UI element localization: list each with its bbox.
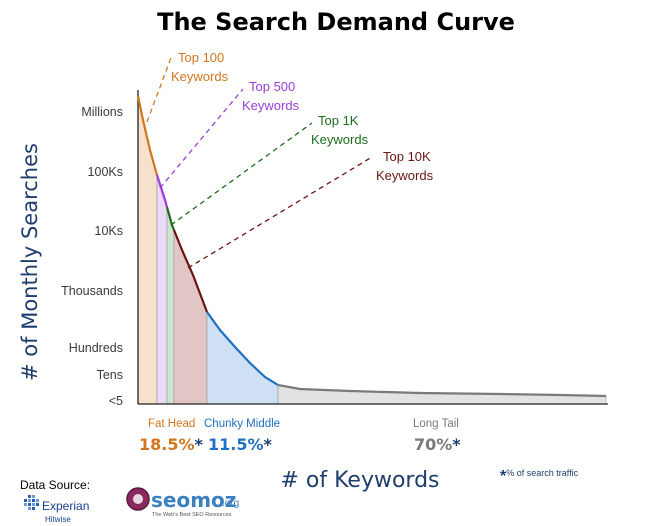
experian-logo-dot bbox=[36, 499, 39, 502]
top-100-label-line2: Keywords bbox=[171, 69, 229, 84]
top-10k-label-line2: Keywords bbox=[376, 168, 434, 183]
seomoz-logo-tagline: The Web's Best SEO Resources bbox=[152, 512, 232, 518]
top-1k-leader bbox=[170, 122, 313, 226]
fat-head-share: 18.5%* bbox=[139, 435, 204, 454]
top-1k-region bbox=[166, 207, 175, 405]
top-500-label-line2: Keywords bbox=[242, 98, 300, 113]
y-tick-label: 100Ks bbox=[88, 165, 123, 179]
y-tick-label: <5 bbox=[109, 394, 123, 408]
experian-logo-dot bbox=[28, 495, 31, 498]
footnote-text: % of search traffic bbox=[506, 468, 579, 478]
top-1k-label-line1: Top 1K bbox=[318, 113, 359, 128]
top-500-leader bbox=[159, 88, 244, 189]
experian-logo-dot bbox=[32, 503, 35, 506]
y-tick-label: 10Ks bbox=[95, 224, 124, 238]
footnote-star: * bbox=[500, 468, 507, 485]
top-10k-region bbox=[173, 229, 208, 405]
y-tick-label: Thousands bbox=[61, 284, 123, 298]
curve-long-tail bbox=[277, 383, 607, 398]
experian-logo-text: Experian bbox=[42, 499, 89, 513]
seomoz-logo-text: seomoz bbox=[151, 488, 236, 512]
hitwise-logo-text: Hitwise bbox=[45, 515, 71, 524]
experian-logo-dot bbox=[32, 495, 35, 498]
experian-logo-dot bbox=[32, 499, 35, 502]
data-source-label: Data Source: bbox=[20, 478, 91, 492]
experian-logo-dot bbox=[36, 503, 39, 506]
y-tick-label: Tens bbox=[97, 368, 123, 382]
chart-title: The Search Demand Curve bbox=[157, 8, 515, 36]
chunky-middle-share: 11.5%* bbox=[208, 435, 273, 454]
long-tail-share: 70%* bbox=[414, 435, 461, 454]
y-tick-label: Millions bbox=[81, 105, 123, 119]
chunky-middle-label: Chunky Middle bbox=[204, 418, 280, 430]
curve-top500 bbox=[155, 174, 169, 208]
experian-logo-dot bbox=[28, 503, 31, 506]
experian-logo-dot bbox=[28, 507, 31, 510]
top-10k-label-line1: Top 10K bbox=[383, 149, 431, 164]
seomoz-logo-suffix: .org bbox=[222, 498, 239, 509]
fat-head-label: Fat Head bbox=[148, 418, 195, 430]
long-tail-label: Long Tail bbox=[413, 418, 459, 430]
curve-top100 bbox=[136, 95, 159, 176]
top-500-label-line1: Top 500 bbox=[249, 79, 295, 94]
top-1k-label-line2: Keywords bbox=[311, 132, 369, 147]
top-10k-leader bbox=[187, 156, 373, 269]
y-tick-label: Hundreds bbox=[69, 341, 123, 355]
footnote: *% of search traffic bbox=[500, 468, 578, 486]
experian-logo-dot bbox=[28, 499, 31, 502]
top-100-leader bbox=[146, 54, 173, 123]
experian-logo-dot bbox=[24, 499, 27, 502]
experian-logo-dot bbox=[24, 503, 27, 506]
experian-logo-dot bbox=[32, 507, 35, 510]
curve-chunky-middle bbox=[206, 311, 279, 386]
top-500-region bbox=[156, 174, 168, 405]
seomoz-logo-center bbox=[133, 494, 143, 504]
top-100-label-line1: Top 100 bbox=[178, 50, 224, 65]
x-axis-label: # of Keywords bbox=[280, 468, 440, 493]
curve-top10k bbox=[172, 229, 209, 313]
